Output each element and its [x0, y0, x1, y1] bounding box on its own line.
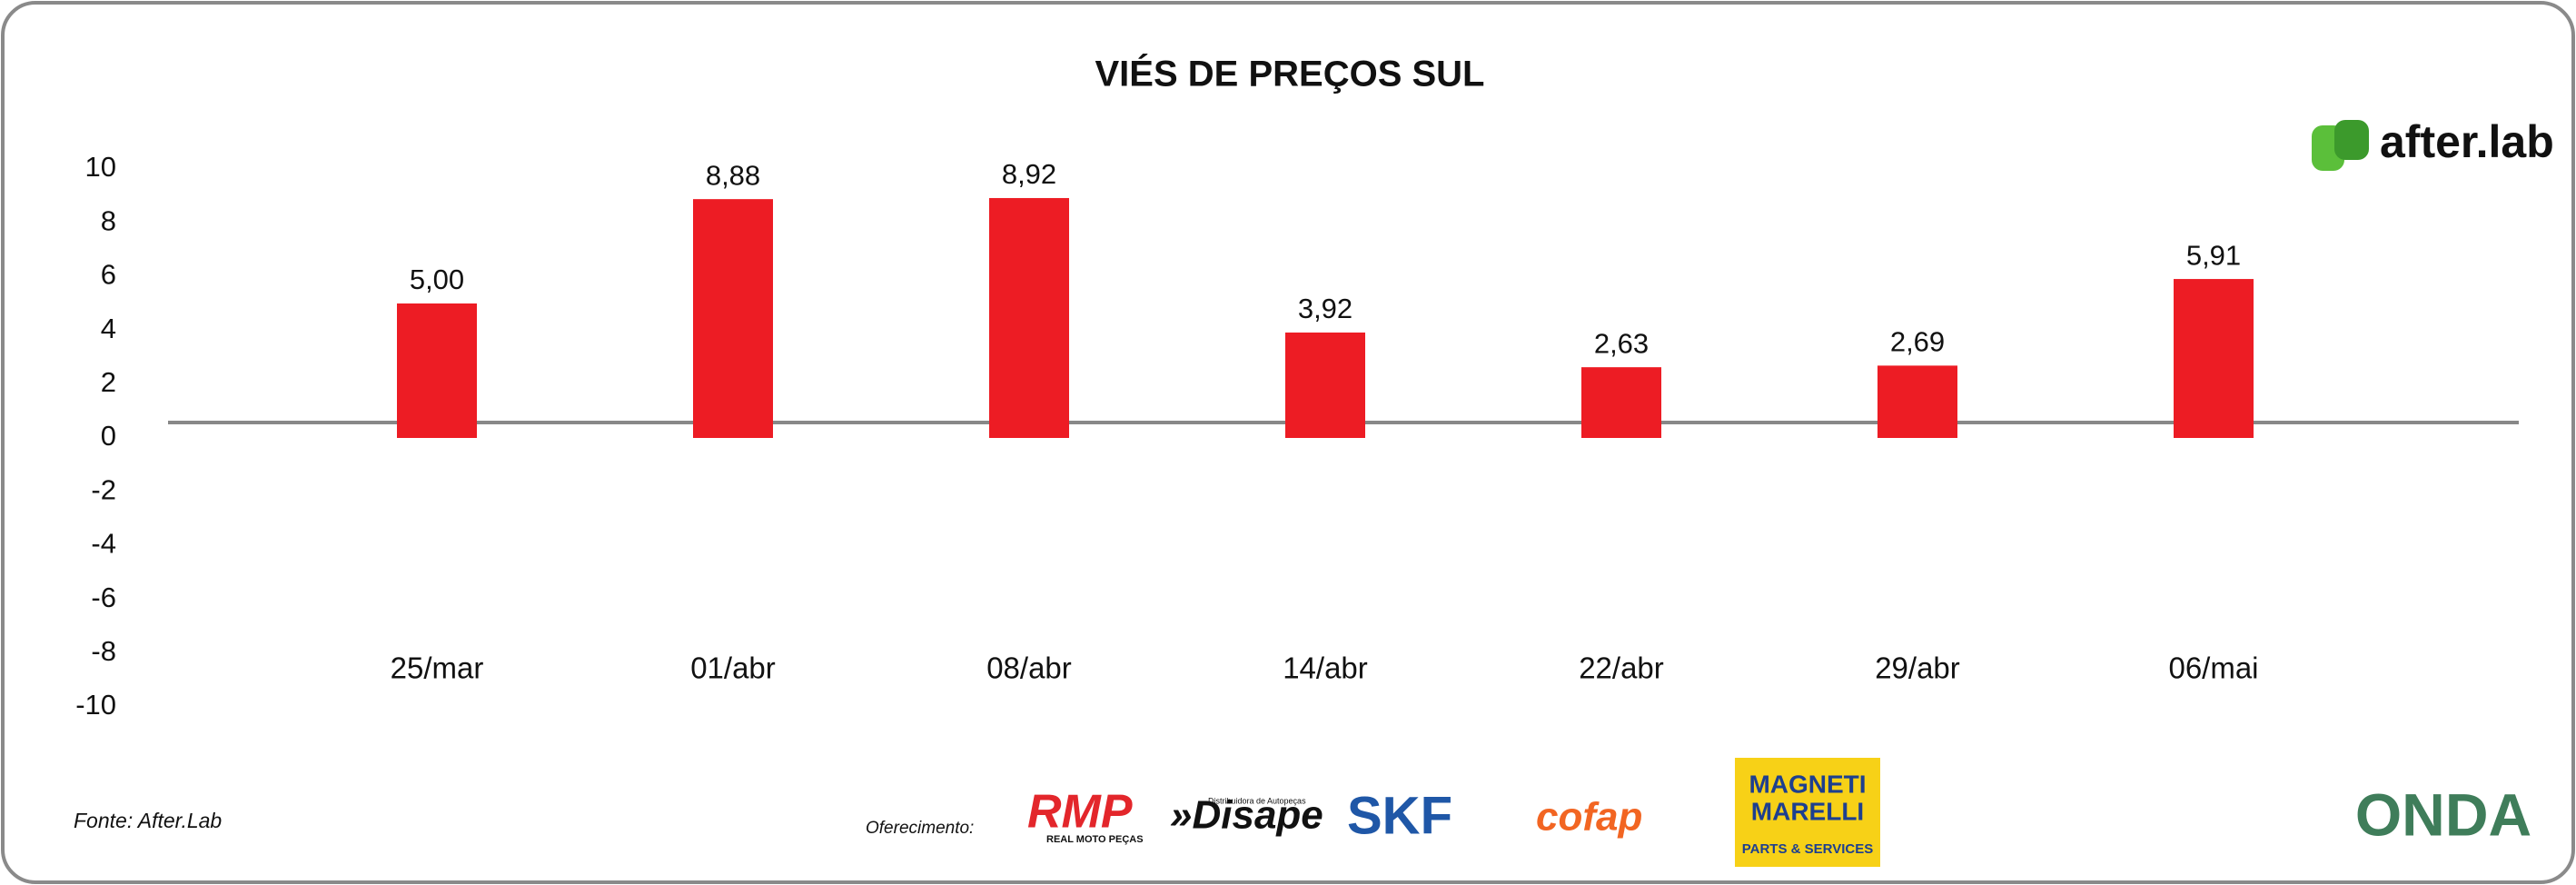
disape-sub: Distribuidora de Autopeças [1208, 796, 1306, 805]
rmp-logo: RMP [1027, 786, 1133, 839]
x-tick-label: 22/abr [1579, 651, 1664, 685]
y-tick-label: 0 [101, 420, 116, 452]
value-label: 3,92 [1298, 293, 1352, 324]
disape-logo: »Disape [1170, 793, 1323, 838]
marelli-text: MARELLI [1751, 797, 1864, 825]
x-tick-label: 06/mai [2168, 651, 2258, 685]
y-tick-label: -6 [91, 582, 116, 613]
bar [1285, 332, 1365, 438]
sponsor-label: Oferecimento: [866, 819, 974, 838]
y-tick-label: 10 [85, 151, 116, 183]
value-label: 5,00 [410, 264, 464, 295]
skf-logo: SKF [1347, 786, 1452, 845]
source: Fonte: After.Lab [74, 809, 222, 832]
value-label: 2,63 [1594, 327, 1649, 359]
bar [397, 303, 477, 438]
y-tick-label: -10 [75, 689, 116, 721]
value-label: 8,92 [1002, 158, 1056, 190]
afterlab-text: after.lab [2380, 116, 2554, 167]
x-tick-label: 08/abr [986, 651, 1072, 685]
onda-logo: ONDA [2355, 781, 2531, 848]
x-tick-label: 01/abr [690, 651, 776, 685]
afterlab-logo: after.lab [2312, 116, 2554, 171]
chart-title: VIÉS DE PREÇOS SUL [1095, 54, 1485, 94]
y-tick-label: -8 [91, 635, 116, 667]
bar [2174, 279, 2254, 438]
bar [693, 199, 773, 439]
y-tick-label: 6 [101, 259, 116, 291]
y-tick-label: -2 [91, 473, 116, 505]
rmp-sub: REAL MOTO PEÇAS [1046, 834, 1144, 845]
x-tick-label: 25/mar [391, 651, 484, 685]
value-label: 5,91 [2186, 239, 2241, 271]
value-label: 2,69 [1890, 326, 1945, 358]
y-tick-label: -4 [91, 528, 116, 560]
y-tick-label: 4 [101, 313, 116, 344]
value-label: 8,88 [706, 159, 760, 191]
bar [1878, 365, 1957, 438]
cofap-logo: cofap [1536, 795, 1642, 840]
y-tick-label: 2 [101, 366, 116, 398]
x-tick-label: 29/abr [1875, 651, 1960, 685]
x-tick-label: 14/abr [1283, 651, 1368, 685]
y-tick-label: 8 [101, 204, 116, 236]
magneti-sub: PARTS & SERVICES [1742, 841, 1873, 857]
magneti-text: MAGNETI [1749, 770, 1866, 798]
bar [1581, 367, 1661, 438]
bar [989, 197, 1069, 438]
magneti-box [1735, 758, 1880, 867]
